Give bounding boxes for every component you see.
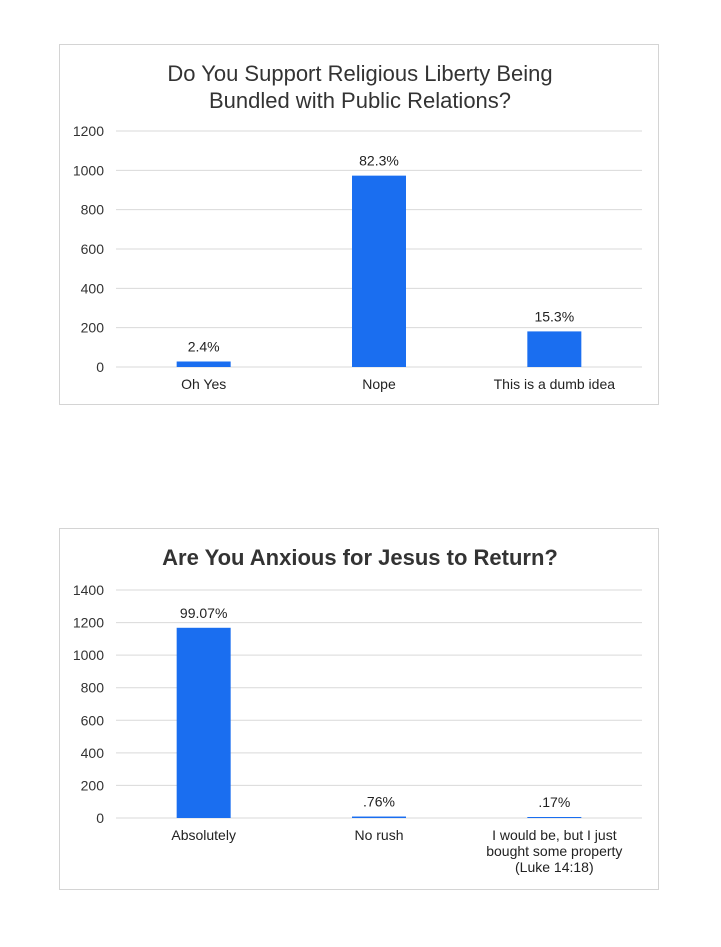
chart-title-line: Are You Anxious for Jesus to Return?	[162, 545, 558, 570]
bar	[527, 817, 582, 818]
bar	[352, 816, 406, 818]
chart-panel-religious-liberty: Do You Support Religious Liberty Being Bu…	[59, 44, 659, 405]
data-label: 15.3%	[534, 308, 574, 324]
y-tick-label: 1400	[73, 582, 104, 598]
x-category-label: Oh Yes	[181, 376, 226, 392]
bar	[176, 627, 231, 818]
x-category-label: bought some property	[486, 843, 622, 859]
bar	[352, 175, 406, 367]
chart-panel-jesus-return: Are You Anxious for Jesus to Return? 0 200…	[59, 528, 659, 890]
x-category-label: Absolutely	[171, 827, 236, 843]
y-tick-label: 1200	[73, 615, 104, 631]
x-category-label: (Luke 14:18)	[515, 859, 594, 875]
y-tick-label: 200	[81, 320, 105, 336]
y-tick-label: 800	[81, 680, 105, 696]
y-tick-label: 200	[81, 777, 105, 793]
y-tick-label: 600	[81, 241, 105, 257]
y-tick-label: 1000	[73, 647, 104, 663]
y-tick-label: 400	[81, 745, 105, 761]
y-tick-label: 600	[81, 712, 105, 728]
x-category-label: No rush	[354, 827, 403, 843]
y-tick-label: 1000	[73, 162, 104, 178]
chart-title-line: Bundled with Public Relations?	[209, 88, 511, 113]
y-tick-label: 0	[96, 359, 104, 375]
chart-jesus-return: Are You Anxious for Jesus to Return? 0 200…	[73, 545, 642, 875]
y-tick-label: 1200	[73, 123, 104, 139]
bar	[176, 361, 231, 367]
chart-title-line: Do You Support Religious Liberty Being	[167, 61, 552, 86]
data-label: 2.4%	[188, 338, 220, 354]
x-category-label: Nope	[362, 376, 396, 392]
y-tick-label: 800	[81, 202, 105, 218]
x-category-label: I would be, but I just	[492, 827, 617, 843]
bar	[527, 331, 582, 367]
data-label: 82.3%	[359, 153, 399, 169]
y-tick-label: 0	[96, 810, 104, 826]
data-label: 99.07%	[180, 605, 227, 621]
data-label: .76%	[363, 794, 395, 810]
y-tick-label: 400	[81, 280, 105, 296]
x-category-label: This is a dumb idea	[494, 376, 616, 392]
data-label: .17%	[538, 794, 570, 810]
chart-religious-liberty: Do You Support Religious Liberty BeingBu…	[73, 61, 642, 392]
